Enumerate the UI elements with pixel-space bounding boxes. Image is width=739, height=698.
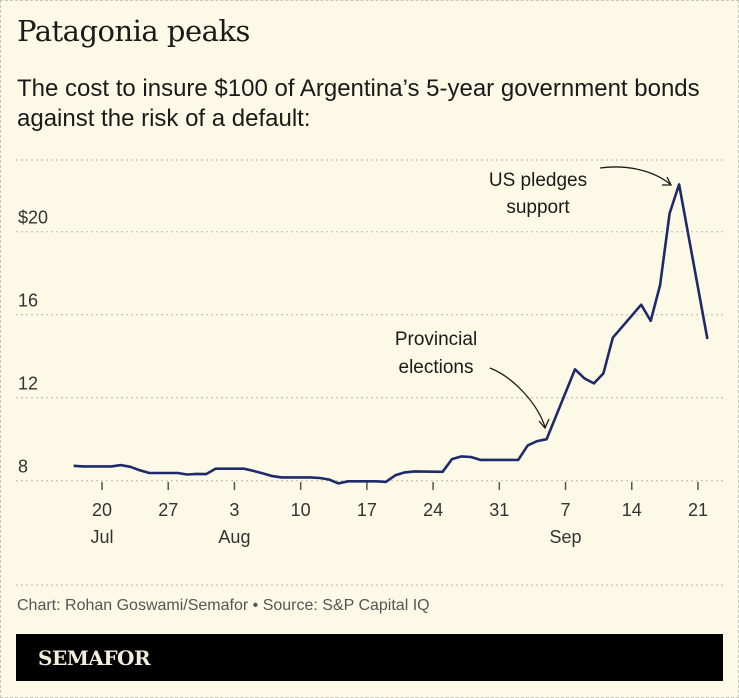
x-tick-label: 24 (423, 500, 443, 520)
semafor-logo: SEMAFOR (38, 646, 151, 670)
x-tick-label: 21 (688, 500, 708, 520)
chart-subtitle: The cost to insure $100 of Argentina’s 5… (17, 75, 700, 132)
x-tick-label: 14 (622, 500, 642, 520)
x-month-label: Jul (90, 527, 113, 547)
x-tick-label: 7 (561, 500, 571, 520)
annotation-arrow-provincial (489, 367, 546, 428)
arrowhead-icon (662, 176, 673, 186)
annotation-arrow-us-pledges (599, 166, 671, 185)
y-tick-label: 8 (18, 457, 28, 477)
x-tick-label: 17 (357, 500, 377, 520)
x-month-label: Aug (218, 527, 250, 547)
annotation-provincial-line2: elections (399, 357, 474, 378)
y-tick-label: $20 (18, 208, 48, 228)
annotation-us-pledges-line2: support (506, 197, 570, 218)
chart-title: Patagonia peaks (17, 14, 250, 48)
x-tick-label: 27 (158, 500, 178, 520)
x-tick-label: 20 (92, 500, 112, 520)
arrowhead-icon (538, 418, 550, 430)
series-line (73, 183, 709, 485)
x-tick-label: 10 (291, 500, 311, 520)
brand-bar: SEMAFOR (16, 634, 723, 681)
y-tick-label: 12 (18, 374, 38, 394)
annotation-us-pledges-line1: US pledges (489, 170, 587, 191)
x-tick-label: 3 (229, 500, 239, 520)
x-month-label: Sep (550, 527, 582, 547)
source-credit: Chart: Rohan Goswami/Semafor • Source: S… (17, 597, 430, 614)
y-tick-label: 16 (18, 291, 38, 311)
x-tick-label: 31 (489, 500, 509, 520)
annotation-provincial-line1: Provincial (395, 329, 477, 350)
